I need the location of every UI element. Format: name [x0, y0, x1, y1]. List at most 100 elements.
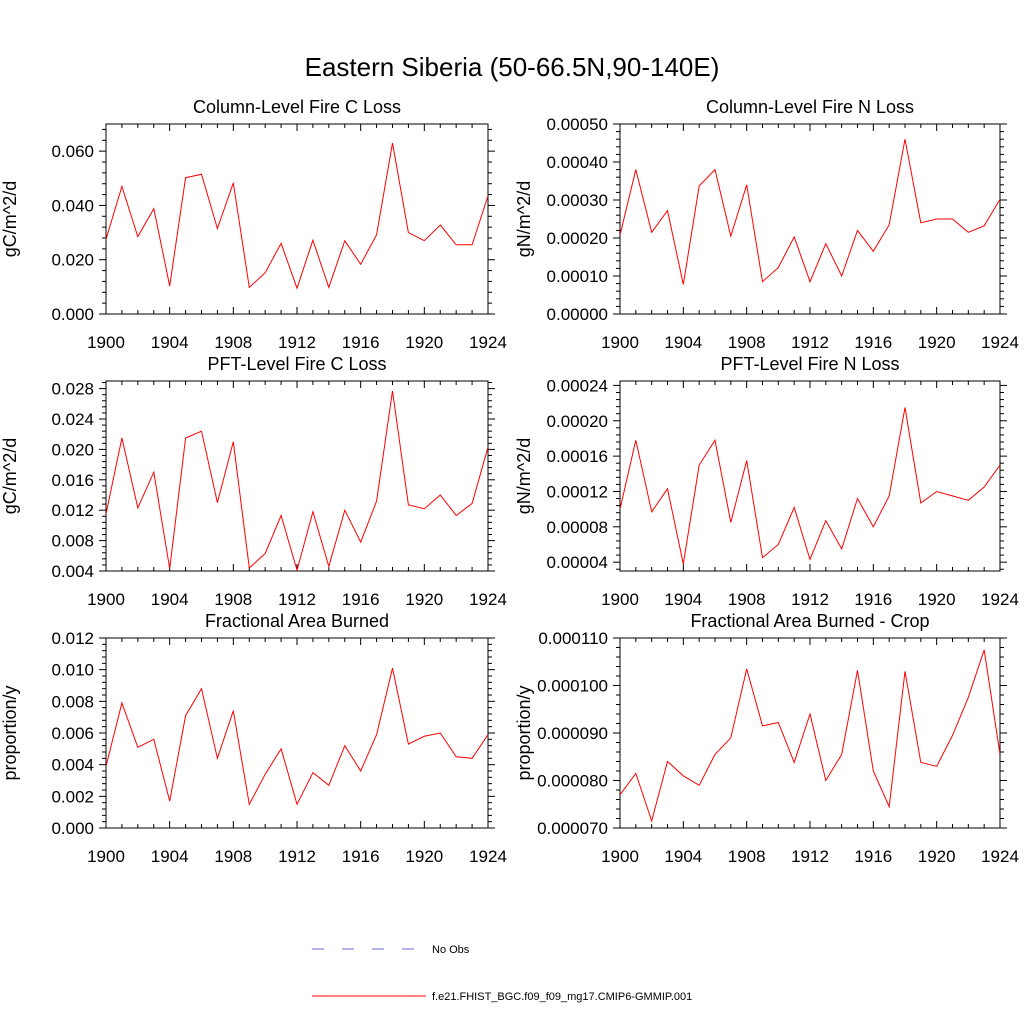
x-tick-label: 1912	[278, 590, 316, 609]
y-tick-label: 0.008	[51, 532, 94, 551]
x-tick-label: 1904	[151, 333, 189, 352]
y-tick-label: 0.000	[51, 819, 94, 838]
y-tick-label: 0.00012	[547, 482, 608, 501]
axes-frame	[619, 380, 1001, 572]
x-tick-label: 1916	[342, 847, 380, 866]
y-tick-label: 0.000	[51, 305, 94, 324]
x-tick-label: 1920	[918, 590, 956, 609]
x-tick-label: 1912	[278, 847, 316, 866]
x-tick-label: 1904	[664, 847, 702, 866]
y-tick-label: 0.016	[51, 471, 94, 490]
panel-title: Column-Level Fire N Loss	[706, 97, 914, 117]
x-tick-label: 1904	[664, 333, 702, 352]
series-line-model	[620, 407, 1000, 565]
x-tick-label: 1900	[601, 333, 639, 352]
x-tick-label: 1916	[342, 333, 380, 352]
x-tick-label: 1904	[664, 590, 702, 609]
y-axis-label: proportion/y	[0, 685, 20, 780]
y-tick-label: 0.000100	[537, 677, 608, 696]
y-tick-label: 0.00008	[547, 518, 608, 537]
y-tick-label: 0.00004	[547, 553, 608, 572]
panel-fractional-area-burned: Fractional Area Burned 1900 1904 1908 1912 19…	[0, 611, 507, 866]
series-line-model	[106, 142, 488, 290]
x-tick-label: 1916	[854, 333, 892, 352]
y-tick-label: 0.020	[51, 440, 94, 459]
y-tick-label: 0.00040	[547, 153, 608, 172]
x-tick-label: 1908	[728, 847, 766, 866]
axes-frame	[105, 123, 489, 315]
x-tick-label: 1924	[981, 590, 1019, 609]
x-tick-label: 1924	[469, 590, 507, 609]
x-tick-label: 1908	[728, 590, 766, 609]
panel-title: Column-Level Fire C Loss	[193, 97, 401, 117]
x-tick-label: 1900	[87, 333, 125, 352]
y-tick-label: 0.012	[51, 501, 94, 520]
y-axis-label: gC/m^2/d	[0, 438, 20, 514]
y-tick-label: 0.00010	[547, 267, 608, 286]
x-tick-label: 1912	[791, 333, 829, 352]
panel-title: PFT-Level Fire N Loss	[720, 354, 899, 374]
y-tick-label: 0.000090	[537, 724, 608, 743]
y-tick-label: 0.00000	[547, 305, 608, 324]
y-tick-label: 0.010	[51, 661, 94, 680]
y-axis-label: gN/m^2/d	[514, 438, 534, 514]
y-tick-label: 0.00020	[547, 412, 608, 431]
y-axis-label: gN/m^2/d	[514, 181, 534, 257]
legend-label-obs: No Obs	[432, 944, 470, 956]
y-tick-label: 0.00024	[547, 376, 608, 395]
x-tick-label: 1916	[854, 847, 892, 866]
x-tick-label: 1900	[87, 590, 125, 609]
x-tick-label: 1904	[151, 847, 189, 866]
panel-title: Fractional Area Burned - Crop	[690, 611, 929, 631]
y-tick-label: 0.028	[51, 380, 94, 399]
x-tick-label: 1900	[601, 590, 639, 609]
y-tick-label: 0.00020	[547, 229, 608, 248]
legend: No Obs f.e21.FHIST_BGC.f09_f09_mg17.CMIP…	[312, 944, 692, 1003]
axes-frame	[619, 637, 1001, 829]
y-tick-label: 0.012	[51, 629, 94, 648]
panel-fractional-area-burned-crop: Fractional Area Burned - Crop 1900 1904 190…	[514, 611, 1019, 866]
y-axis-label: proportion/y	[514, 685, 534, 780]
x-tick-label: 1908	[214, 590, 252, 609]
panel-column-fire-n-loss: Column-Level Fire N Loss 1900 1904 1908 1912…	[514, 97, 1019, 352]
x-tick-label: 1916	[854, 590, 892, 609]
x-tick-label: 1924	[469, 847, 507, 866]
axes-frame	[105, 380, 489, 572]
y-tick-label: 0.00030	[547, 191, 608, 210]
x-tick-label: 1916	[342, 590, 380, 609]
x-tick-label: 1908	[214, 847, 252, 866]
panel-pft-fire-c-loss: PFT-Level Fire C Loss 1900 1904 1908 1912 191…	[0, 354, 507, 609]
axes-frame	[105, 637, 489, 829]
y-tick-label: 0.000110	[538, 629, 608, 648]
x-tick-label: 1900	[87, 847, 125, 866]
x-tick-label: 1920	[405, 590, 443, 609]
x-tick-label: 1908	[214, 333, 252, 352]
panel-pft-fire-n-loss: PFT-Level Fire N Loss 1900 1904 1908 1912 191…	[514, 354, 1019, 609]
panel-column-fire-c-loss: Column-Level Fire C Loss 1900 1904 1908 1912…	[0, 97, 507, 352]
series-line-model	[620, 649, 1000, 823]
y-axis-label: gC/m^2/d	[0, 181, 20, 257]
figure-title: Eastern Siberia (50-66.5N,90-140E)	[305, 52, 720, 82]
y-tick-label: 0.000080	[537, 772, 608, 791]
series-line-model	[106, 390, 488, 571]
series-line-model	[620, 139, 1000, 285]
y-tick-label: 0.024	[51, 410, 94, 429]
x-tick-label: 1904	[151, 590, 189, 609]
x-tick-label: 1924	[469, 333, 507, 352]
x-tick-label: 1924	[981, 847, 1019, 866]
y-tick-label: 0.002	[51, 787, 94, 806]
x-tick-label: 1924	[981, 333, 1019, 352]
x-tick-label: 1920	[918, 333, 956, 352]
x-tick-label: 1912	[791, 847, 829, 866]
y-tick-label: 0.060	[51, 142, 94, 161]
y-tick-label: 0.00050	[547, 115, 608, 134]
x-tick-label: 1920	[405, 333, 443, 352]
x-tick-label: 1920	[918, 847, 956, 866]
y-tick-label: 0.006	[51, 724, 94, 743]
y-tick-label: 0.040	[51, 196, 94, 215]
x-tick-label: 1912	[278, 333, 316, 352]
panel-title: Fractional Area Burned	[205, 611, 389, 631]
x-tick-label: 1908	[728, 333, 766, 352]
y-tick-label: 0.000070	[537, 819, 608, 838]
